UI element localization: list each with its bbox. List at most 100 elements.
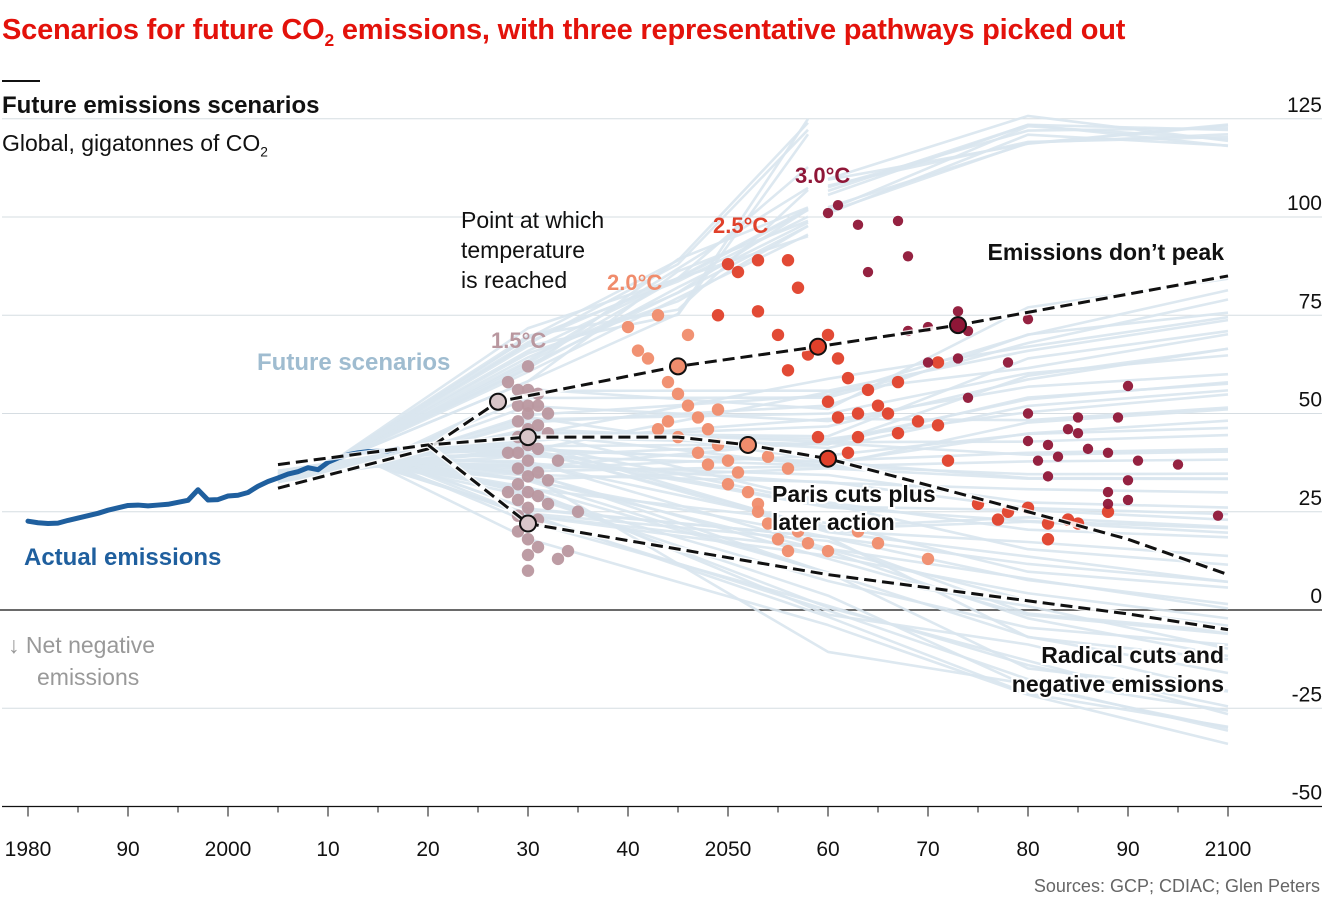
temp-point-25 bbox=[831, 352, 845, 365]
temp-point-25 bbox=[751, 305, 765, 318]
temp-point-20 bbox=[731, 466, 745, 479]
x-tick-label: 30 bbox=[516, 838, 539, 861]
temp-point-20 bbox=[761, 517, 775, 530]
temp-point-15 bbox=[541, 497, 555, 511]
temp-point-30 bbox=[1102, 447, 1114, 458]
temp-point-25 bbox=[911, 415, 925, 428]
temp-point-30 bbox=[1132, 455, 1144, 466]
temp-point-30 bbox=[1212, 510, 1224, 521]
scenario-line bbox=[327, 234, 809, 466]
label-no-peak: Emissions don’t peak bbox=[988, 239, 1225, 265]
pathway-line-3 bbox=[427, 443, 1229, 632]
temp-point-20 bbox=[661, 375, 675, 389]
temp-point-15 bbox=[511, 478, 525, 491]
temp-point-15 bbox=[531, 442, 545, 456]
label-paris: later action bbox=[772, 509, 895, 535]
temp-point-25 bbox=[791, 281, 805, 294]
temp-point-25 bbox=[851, 430, 865, 444]
y-tick-label: 125 bbox=[1287, 94, 1322, 117]
temp-point-25 bbox=[851, 407, 865, 420]
x-tick-label: 2100 bbox=[1205, 838, 1252, 861]
x-tick-label: 90 bbox=[1116, 838, 1139, 861]
scenario-line bbox=[827, 124, 1229, 212]
chart-headline: Scenarios for future CO2 emissions, with… bbox=[2, 14, 1125, 51]
temp-point-15 bbox=[511, 493, 525, 507]
temp-point-15 bbox=[501, 446, 515, 459]
temp-point-20 bbox=[851, 525, 865, 538]
temp-point-20 bbox=[771, 533, 785, 546]
temp-point-15 bbox=[551, 552, 565, 566]
title-rule bbox=[2, 80, 40, 82]
temp-point-15 bbox=[541, 407, 555, 420]
temp-point-25 bbox=[1101, 505, 1115, 518]
temp-point-20 bbox=[701, 458, 715, 471]
temp-point-15 bbox=[531, 399, 545, 412]
temp-point-25 bbox=[931, 419, 945, 432]
temp-point-15 bbox=[511, 399, 525, 412]
temp-point-20 bbox=[621, 320, 635, 334]
panel-title: Future emissions scenarios bbox=[2, 92, 320, 119]
temp-point-20 bbox=[711, 403, 725, 416]
temp-point-20 bbox=[781, 544, 795, 558]
temp-point-20 bbox=[651, 309, 665, 322]
panel-subtitle-text: Global, gigatonnes of CO bbox=[2, 130, 261, 156]
label-2-0c: 2.0°C bbox=[607, 270, 662, 295]
temp-point-20 bbox=[781, 462, 795, 475]
temp-point-30 bbox=[1042, 471, 1054, 482]
temp-point-15 bbox=[501, 485, 515, 499]
pathway-marker bbox=[739, 435, 757, 454]
temp-point-30 bbox=[862, 266, 874, 278]
pathway-marker bbox=[519, 514, 537, 533]
label-radical: negative emissions bbox=[1012, 671, 1224, 697]
pathway-marker bbox=[819, 449, 837, 468]
label-paris: Paris cuts plus bbox=[772, 481, 936, 507]
temp-point-15 bbox=[521, 501, 535, 515]
y-tick-label: -25 bbox=[1292, 683, 1322, 706]
y-tick-label: -50 bbox=[1292, 782, 1322, 805]
temp-point-20 bbox=[651, 423, 665, 436]
scenario-line bbox=[827, 114, 1229, 181]
temp-point-20 bbox=[681, 399, 695, 412]
temp-point-25 bbox=[1041, 533, 1055, 546]
temp-point-20 bbox=[761, 450, 775, 463]
label-2-5c: 2.5°C bbox=[713, 213, 768, 238]
temp-point-15 bbox=[521, 454, 535, 467]
temp-point-30 bbox=[1042, 439, 1054, 451]
scenario-line bbox=[827, 123, 1229, 209]
label-3-0c: 3.0°C bbox=[795, 163, 850, 188]
axis-labels: 125 100 75 50 25 0 -25 -50 1980 90 2000 10 20 30 40 205… bbox=[5, 94, 1322, 861]
temp-point-20 bbox=[821, 544, 835, 558]
pathway-marker bbox=[669, 357, 687, 376]
temp-point-30 bbox=[1032, 455, 1044, 466]
x-tick-label: 2050 bbox=[705, 838, 752, 861]
label-radical: Radical cuts and bbox=[1041, 642, 1224, 668]
temp-point-25 bbox=[821, 328, 835, 342]
temp-point-20 bbox=[721, 478, 735, 491]
temp-point-20 bbox=[721, 454, 735, 467]
headline-rest: emissions, with three representative pat… bbox=[334, 14, 1126, 46]
y-tick-label: 75 bbox=[1299, 290, 1322, 313]
temp-point-15 bbox=[521, 485, 535, 499]
temp-point-30 bbox=[1052, 451, 1064, 462]
temp-point-15 bbox=[571, 505, 585, 518]
temp-point-15 bbox=[521, 548, 535, 562]
temp-point-25 bbox=[821, 395, 835, 408]
x-tick-label: 10 bbox=[316, 838, 339, 861]
scenario-line bbox=[327, 221, 809, 466]
temp-point-20 bbox=[751, 505, 765, 518]
panel-subtitle: Global, gigatonnes of CO2 bbox=[2, 130, 268, 160]
scenario-line bbox=[327, 208, 809, 466]
annotations: Actual emissions Future scenarios ↓ Net ne… bbox=[8, 163, 1226, 699]
temp-point-15 bbox=[541, 474, 555, 487]
scenario-line bbox=[827, 126, 1229, 189]
temp-point-15 bbox=[521, 360, 535, 373]
temp-point-20 bbox=[681, 328, 695, 342]
temp-point-20 bbox=[871, 536, 885, 550]
temp-point-25 bbox=[871, 399, 885, 412]
temp-point-30 bbox=[1172, 459, 1184, 470]
temp-point-30 bbox=[922, 357, 934, 368]
temp-point-25 bbox=[891, 426, 905, 440]
y-tick-label: 0 bbox=[1310, 585, 1322, 608]
temp-point-20 bbox=[701, 423, 715, 436]
